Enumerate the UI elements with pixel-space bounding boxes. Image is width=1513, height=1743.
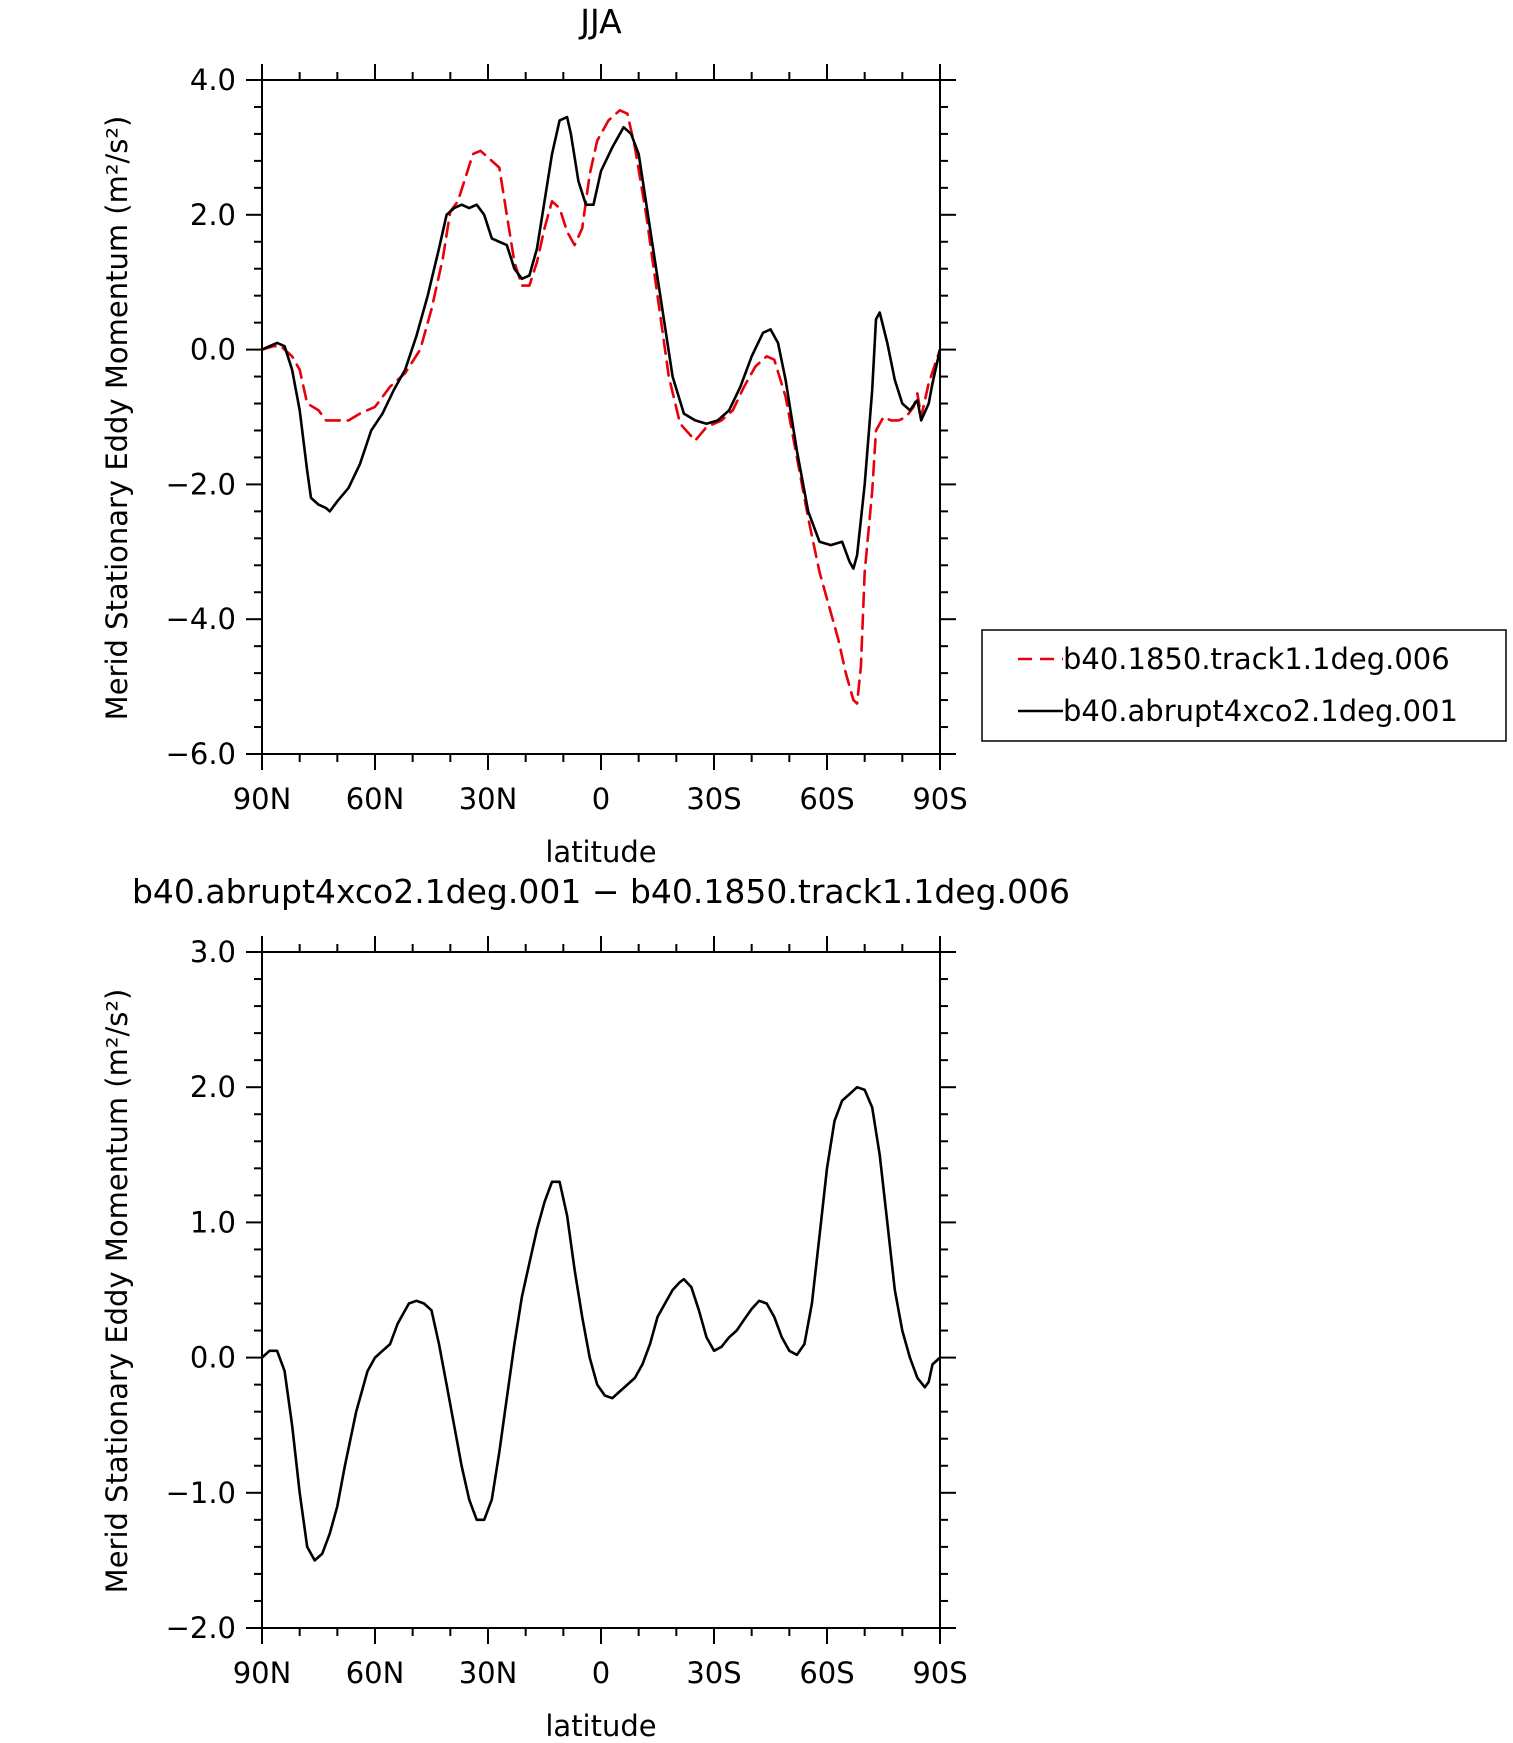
y-tick-label: −6.0: [166, 737, 236, 771]
y-tick-label: 1.0: [190, 1205, 236, 1239]
top-x-axis-label: latitude: [545, 835, 656, 869]
x-tick-label: 60N: [346, 782, 405, 816]
y-tick-label: −2.0: [166, 467, 236, 501]
x-tick-label: 60S: [799, 1656, 854, 1690]
bottom-panel-title: b40.abrupt4xco2.1deg.001 − b40.1850.trac…: [132, 872, 1070, 911]
x-tick-label: 30S: [686, 782, 741, 816]
series-line-0: [260, 109, 942, 705]
y-tick-label: 2.0: [190, 1070, 236, 1104]
x-tick-label: 30N: [459, 782, 518, 816]
top-plot-area: 90N 60N 30N 0 30S 60S 90S −6.0 −4.0 −2.0 0.0 2.0 4.0: [166, 63, 968, 816]
x-tick-label: 60S: [799, 782, 854, 816]
top-y-axis-label: Merid Stationary Eddy Momentum (m²/s²): [100, 116, 134, 721]
x-tick-label: 30N: [459, 1656, 518, 1690]
y-tick-label: −2.0: [166, 1611, 236, 1645]
legend-label-abrupt4xco2: b40.abrupt4xco2.1deg.001: [1063, 694, 1458, 728]
x-tick-label: 90S: [912, 782, 967, 816]
x-tick-label: 0: [592, 782, 610, 816]
x-tick-label: 30S: [686, 1656, 741, 1690]
bottom-y-axis-label: Merid Stationary Eddy Momentum (m²/s²): [100, 989, 134, 1594]
y-tick-label: −4.0: [166, 602, 236, 636]
top-legend: b40.1850.track1.1deg.006 b40.abrupt4xco2…: [981, 629, 1507, 742]
plot-frame: [261, 951, 941, 1629]
series-line-0: [260, 1085, 942, 1562]
top-panel: JJA 90N 60N 30N 0 30S 60S 90S −6.0 −4.0 −2.0 0.0 2.…: [100, 2, 1507, 869]
legend-box: [981, 629, 1507, 742]
series-line-1: [260, 115, 942, 570]
plot-frame: [261, 79, 941, 755]
x-tick-label: 0: [592, 1656, 610, 1690]
x-tick-label: 90S: [912, 1656, 967, 1690]
top-panel-title: JJA: [578, 2, 622, 41]
y-tick-label: 0.0: [190, 333, 236, 367]
bottom-plot-area: 90N 60N 30N 0 30S 60S 90S −2.0 −1.0 0.0 1.0 2.0 3.0: [166, 935, 968, 1690]
y-tick-label: 2.0: [190, 198, 236, 232]
y-tick-label: 0.0: [190, 1341, 236, 1375]
x-tick-label: 90N: [233, 782, 292, 816]
y-tick-label: 4.0: [190, 63, 236, 97]
x-tick-label: 60N: [346, 1656, 405, 1690]
bottom-x-axis-label: latitude: [545, 1709, 656, 1743]
y-tick-label: 3.0: [190, 935, 236, 969]
legend-label-control: b40.1850.track1.1deg.006: [1063, 642, 1450, 676]
y-tick-label: −1.0: [166, 1476, 236, 1510]
bottom-panel: b40.abrupt4xco2.1deg.001 − b40.1850.trac…: [100, 872, 1070, 1743]
x-tick-label: 90N: [233, 1656, 292, 1690]
